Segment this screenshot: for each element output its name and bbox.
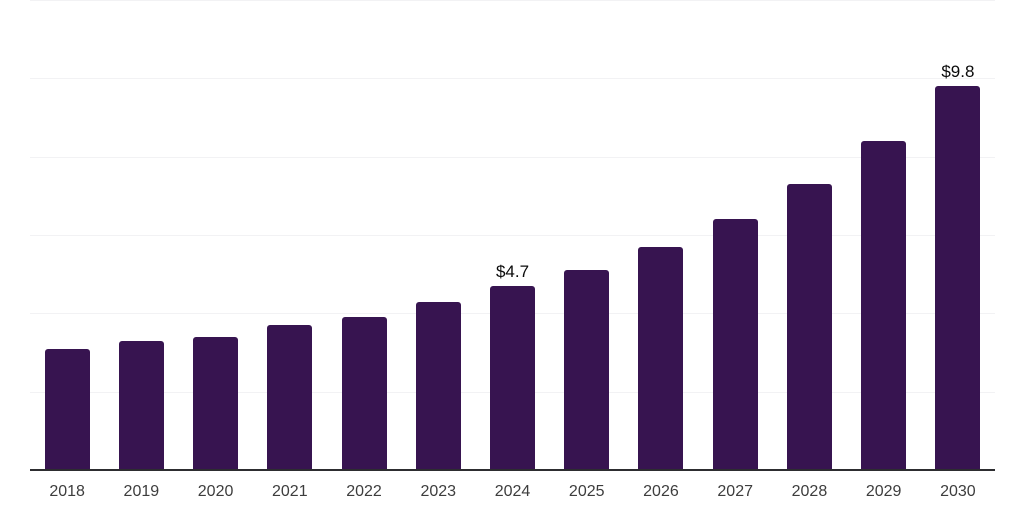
x-tick-label-2024: 2024	[494, 483, 531, 500]
bar-2028	[786, 184, 832, 470]
bar-2029	[861, 141, 907, 470]
bar-2030	[935, 86, 981, 470]
bar-2020	[193, 336, 239, 470]
x-tick-label-2028: 2028	[791, 483, 828, 500]
bar-2021	[267, 325, 313, 470]
bar-2026	[638, 246, 684, 470]
bar-2024	[490, 285, 535, 470]
data-label-2030: $9.8	[941, 62, 975, 82]
x-tick-label-2026: 2026	[643, 483, 679, 500]
x-axis-line	[30, 469, 995, 471]
x-tick-label-2027: 2027	[717, 483, 753, 500]
x-tick-label-2023: 2023	[420, 483, 457, 500]
x-tick-label-2029: 2029	[865, 483, 902, 500]
bar-2022	[341, 317, 387, 470]
x-tick-label-2025: 2025	[568, 483, 605, 500]
bar-2027	[712, 219, 758, 470]
x-tick-label-2022: 2022	[346, 483, 382, 500]
x-tick-label-2019: 2019	[123, 483, 160, 500]
gridline-8	[30, 156, 995, 158]
plot-area: $4.7 $9.8	[30, 0, 995, 471]
x-tick-label-2021: 2021	[272, 483, 308, 500]
bar-2023	[415, 301, 461, 470]
x-tick-label-2018: 2018	[49, 483, 85, 500]
x-tick-label-2020: 2020	[197, 483, 234, 500]
x-tick-label-2030: 2030	[940, 483, 976, 500]
gridline-12	[30, 0, 995, 1]
bar-2018	[44, 348, 90, 470]
x-axis: 2018 2019 2020 2021 2022 2023 2024 2025 2026 2027…	[30, 482, 995, 504]
data-label-2024: $4.7	[495, 261, 530, 281]
gridline-10	[30, 78, 995, 80]
gridline-6	[30, 235, 995, 236]
bar-2019	[118, 340, 164, 470]
bar-2025	[564, 270, 610, 470]
